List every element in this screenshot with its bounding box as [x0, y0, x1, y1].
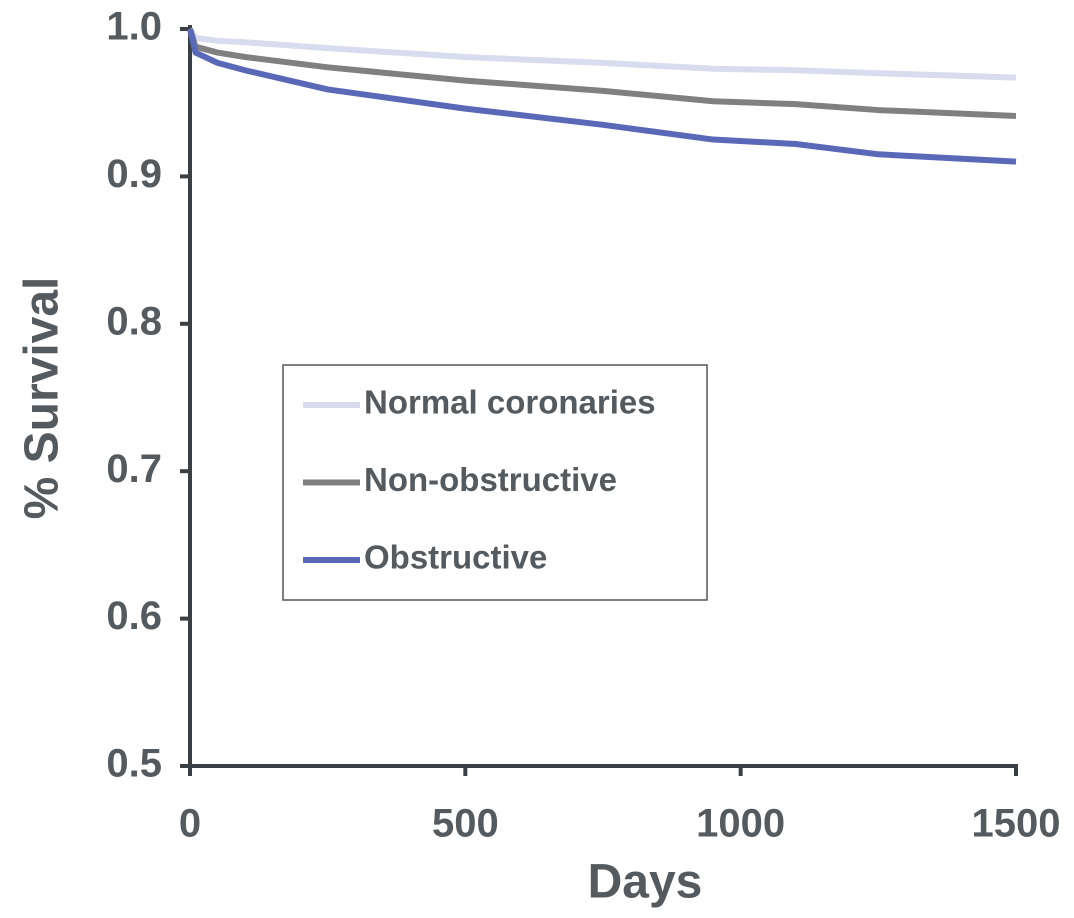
x-tick-label: 1500	[972, 802, 1061, 846]
legend-label: Non-obstructive	[364, 461, 617, 498]
y-tick-label: 0.5	[106, 742, 162, 786]
y-tick-label: 0.6	[106, 594, 162, 638]
y-tick-label: 0.9	[106, 152, 162, 196]
x-axis-label: Days	[588, 856, 703, 909]
survival-line	[187, 28, 1017, 165]
y-axis-label: % Survival	[16, 277, 69, 520]
y-tick-label: 0.7	[106, 447, 162, 491]
legend-label: Normal coronaries	[364, 384, 656, 421]
y-tick-label: 0.8	[106, 299, 162, 343]
legend-label: Obstructive	[364, 539, 547, 576]
x-tick-label: 1000	[696, 802, 785, 846]
y-tick-label: 1.0	[106, 5, 162, 49]
x-tick-label: 0	[179, 802, 201, 846]
survival-line	[187, 27, 1017, 81]
survival-line	[187, 28, 1017, 119]
x-tick-label: 500	[432, 802, 499, 846]
